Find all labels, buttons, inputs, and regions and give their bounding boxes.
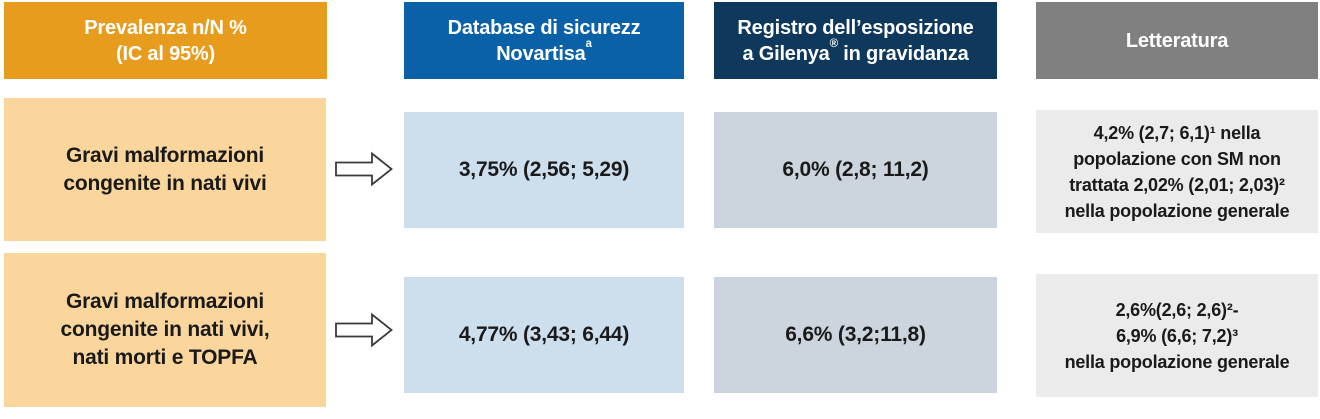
row-label-major-malformations-topfa: Gravi malformazioni congenite in nati vi… xyxy=(4,253,326,407)
cell-literature-row2: 2,6%(2,6; 2,6)²- 6,9% (6,6; 7,2)³ nella … xyxy=(1036,274,1318,397)
cell-novartis-row1: 3,75% (2,56; 5,29) xyxy=(404,112,684,228)
cell-registry-row1: 6,0% (2,8; 11,2) xyxy=(714,112,997,228)
registered-trademark-symbol: ® xyxy=(829,36,839,50)
header-novartis-label: Database di sicurezz Novartisaa xyxy=(447,16,641,65)
right-arrow-icon xyxy=(334,311,394,349)
cell-registry-row2: 6,6% (3,2;11,8) xyxy=(714,277,997,393)
row-label-major-malformations-live-births: Gravi malformazioni congenite in nati vi… xyxy=(4,98,326,241)
cell-novartis-row2: 4,77% (3,43; 6,44) xyxy=(404,277,684,393)
cell-literature-row1: 4,2% (2,7; 6,1)¹ nella popolazione con S… xyxy=(1036,110,1318,233)
header-prevalence: Prevalenza n/N % (IC al 95%) xyxy=(4,2,327,79)
header-literature-label: Letteratura xyxy=(1125,29,1229,52)
footnote-a-superscript: a xyxy=(585,36,592,50)
header-gilenya-registry: Registro dell’esposizione a Gilenya® in … xyxy=(714,2,997,79)
header-prevalence-label: Prevalenza n/N % (IC al 95%) xyxy=(84,16,247,65)
header-novartis-database: Database di sicurezz Novartisaa xyxy=(404,2,684,79)
right-arrow-icon xyxy=(334,150,394,188)
header-registry-label: Registro dell’esposizione a Gilenya® in … xyxy=(737,16,974,65)
header-literature: Letteratura xyxy=(1036,2,1318,79)
